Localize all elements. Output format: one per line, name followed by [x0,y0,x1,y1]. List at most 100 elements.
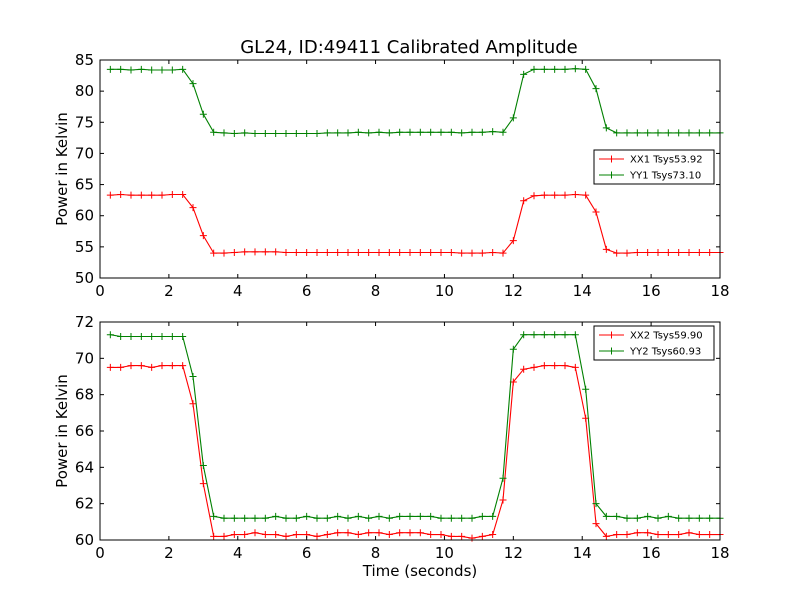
data-point [561,65,569,73]
legend-marker [608,155,615,163]
data-point [148,191,156,199]
data-point [458,249,466,257]
data-point [148,363,156,371]
data-point [251,129,259,137]
x-tick-label: 4 [233,544,243,562]
data-point [303,512,311,520]
data-point [261,531,269,539]
top-panel: 0 2 4 6 8 10 12 14 16 18 50 55 60 65 70 75 80 85 Power in … [53,51,730,300]
data-point [706,248,714,256]
x-tick-label: 18 [710,282,729,300]
data-point [117,363,125,371]
data-point [675,514,683,522]
data-point [230,531,238,539]
data-point [416,248,424,256]
data-point [137,191,145,199]
data-point [561,362,569,370]
data-point [664,512,672,520]
x-tick-label: 0 [95,544,105,562]
data-point [499,128,507,136]
data-point [427,248,435,256]
data-point [365,514,373,522]
x-axis-label: Time (seconds) [362,562,478,580]
data-point [282,532,290,540]
data-point [623,514,631,522]
data-point [602,512,610,520]
data-point [168,333,176,341]
data-point [365,529,373,537]
data-point [230,514,238,522]
y-tick-label: 70 [75,349,94,367]
data-point [499,496,507,504]
x-tick-label: 12 [504,282,523,300]
data-point [468,249,476,257]
data-point [437,128,445,136]
data-point [148,333,156,341]
data-point [406,529,414,537]
data-point [272,129,280,137]
legend-entry: YY1 Tsys73.10 [629,171,701,182]
data-point [561,191,569,199]
data-point [272,512,280,520]
data-point [272,531,280,539]
data-point [613,249,621,257]
data-point [365,248,373,256]
data-point [447,128,455,136]
data-point [179,191,187,199]
data-point [613,531,621,539]
data-point [489,248,497,256]
data-point [489,531,497,539]
data-point [375,128,383,136]
data-point [220,129,228,137]
data-point [292,129,300,137]
data-point [530,331,538,339]
y-axis-label: Power in Kelvin [53,374,71,488]
data-point [137,333,145,341]
data-point [396,512,404,520]
data-point [282,129,290,137]
data-point [654,514,662,522]
data-point [168,191,176,199]
data-point [323,129,331,137]
series-2 [106,65,724,137]
data-point [117,191,125,199]
x-tick-label: 2 [164,544,174,562]
x-tick-label: 10 [435,544,454,562]
legend-entry: XX1 Tsys53.92 [630,155,703,166]
x-tick-label: 14 [573,282,592,300]
data-point [602,124,610,132]
data-point [334,248,342,256]
data-point [375,512,383,520]
data-point [582,65,590,73]
data-point [334,512,342,520]
data-point [416,512,424,520]
y-tick-label: 70 [75,144,94,162]
data-point [313,248,321,256]
x-tick-label: 18 [710,544,729,562]
data-point [354,531,362,539]
data-point [530,65,538,73]
data-point [344,129,352,137]
data-point [540,362,548,370]
data-point [571,331,579,339]
data-point [251,529,259,537]
data-point [179,362,187,370]
data-point [602,532,610,540]
series-1 [106,362,724,542]
data-point [344,529,352,537]
data-point [406,128,414,136]
data-point [385,531,393,539]
data-point [210,249,218,257]
legend: XX1 Tsys53.92 YY1 Tsys73.10 [593,149,715,185]
data-point [272,248,280,256]
y-tick-label: 85 [75,51,94,69]
legend-marker [608,171,615,179]
data-point [158,333,166,341]
data-point [447,514,455,522]
data-point [633,529,641,537]
data-point [561,331,569,339]
data-point [644,512,652,520]
data-point [365,129,373,137]
y-tick-label: 72 [75,313,94,331]
